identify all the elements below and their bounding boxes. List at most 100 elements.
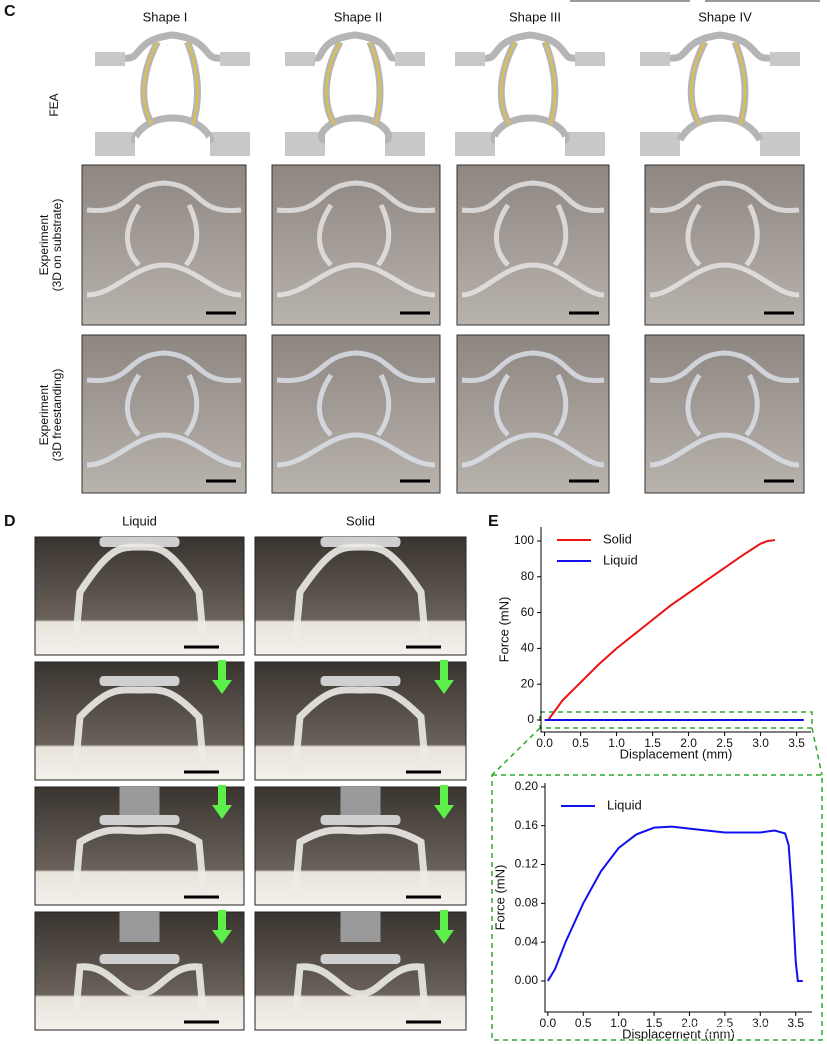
indenter — [320, 676, 401, 686]
x-tick-label: 0.0 — [539, 1016, 556, 1030]
fea-pad — [395, 52, 425, 66]
x-tick-label: 1.5 — [646, 1016, 663, 1030]
photo-structure — [86, 180, 242, 298]
photo-structure — [461, 350, 605, 468]
line — [547, 539, 776, 721]
arrow — [212, 910, 232, 944]
sample — [291, 686, 430, 773]
y-tick-label: 20 — [521, 676, 535, 690]
fea-ribbon — [484, 31, 576, 144]
arrow — [212, 785, 232, 819]
photo — [81, 334, 247, 494]
y-axis-label: Force (mN) — [492, 865, 507, 931]
fea-ribbon — [669, 31, 771, 142]
row-label: (3D freestanding) — [50, 369, 64, 462]
column-title: Liquid — [122, 513, 157, 528]
x-tick-label: 3.5 — [788, 736, 805, 750]
sample — [291, 543, 430, 648]
y-tick-label: 0 — [527, 712, 534, 726]
column-title: Shape III — [509, 9, 561, 24]
sample — [71, 543, 208, 648]
fea-wire — [500, 41, 556, 126]
sample — [291, 963, 430, 1023]
photo — [254, 536, 467, 656]
x-tick-label: 2.0 — [681, 1016, 698, 1030]
fea-wire — [325, 41, 381, 126]
photo — [271, 334, 441, 494]
y-tick-label: 60 — [521, 605, 535, 619]
fea-pad — [455, 52, 485, 66]
row-label: Experiment — [37, 384, 51, 445]
fea-pad — [95, 132, 135, 156]
photo-structure — [461, 180, 605, 298]
column-title: Solid — [346, 513, 375, 528]
axis — [540, 527, 811, 733]
photo-structure — [276, 350, 436, 468]
x-tick-label: 1.0 — [608, 736, 625, 750]
x-tick-label: 0.5 — [572, 736, 589, 750]
fea-pad — [760, 132, 800, 156]
photo — [644, 334, 805, 494]
line — [546, 825, 803, 982]
column-title: Shape I — [143, 9, 188, 24]
y-tick-label: 40 — [521, 641, 535, 655]
fea-pad — [455, 132, 495, 156]
sample — [71, 686, 208, 773]
indenter — [99, 676, 180, 686]
indenter-rod — [340, 912, 381, 942]
photo-structure — [86, 350, 242, 468]
fea-pad — [575, 52, 605, 66]
watermark: 知乎@博士六二三 — [674, 1021, 786, 1037]
fea-pad — [95, 52, 125, 66]
indenter-rod — [119, 787, 160, 817]
x-tick-label: 0.0 — [536, 736, 553, 750]
fea-pad — [565, 132, 605, 156]
panel-label: C — [4, 3, 16, 20]
indenter — [99, 815, 180, 825]
indenter — [99, 537, 180, 547]
fea-pad — [640, 132, 680, 156]
y-tick-label: 0.00 — [515, 973, 539, 987]
x-tick-label: 2.0 — [680, 736, 697, 750]
arrow — [434, 785, 454, 819]
y-tick-label: 0.12 — [515, 857, 539, 871]
x-axis-label: Displacement (mm) — [620, 746, 733, 761]
photo-structure — [649, 180, 800, 298]
fea-pad — [770, 52, 800, 66]
indenter — [99, 954, 180, 964]
indenter — [320, 954, 401, 964]
y-axis-label: Force (mN) — [496, 597, 511, 663]
row-label: Experiment — [37, 214, 51, 275]
x-tick-label: 1.5 — [644, 736, 661, 750]
y-tick-label: 80 — [521, 569, 535, 583]
fea-wire — [142, 41, 199, 126]
indenter-rod — [119, 912, 160, 942]
y-tick-label: 0.08 — [515, 895, 539, 909]
row-label: FEA — [47, 93, 61, 116]
y-tick-label: 0.04 — [515, 934, 539, 948]
x-tick-label: 1.0 — [610, 1016, 627, 1030]
legend-label: Solid — [603, 531, 632, 546]
y-tick-label: 0.20 — [515, 779, 539, 793]
photo — [271, 164, 441, 326]
photo — [456, 334, 610, 494]
sample — [71, 963, 208, 1023]
indenter-rod — [340, 787, 381, 817]
photo — [456, 164, 610, 326]
arrow — [212, 660, 232, 694]
panel-label: D — [4, 513, 16, 530]
photo-structure — [276, 180, 436, 298]
fea-pad — [220, 52, 250, 66]
fea-ribbon — [124, 31, 221, 144]
photo — [644, 164, 805, 326]
fea-pad — [210, 132, 250, 156]
arrow — [434, 660, 454, 694]
x-tick-label: 3.0 — [752, 736, 769, 750]
row-label: (3D on substrate) — [50, 199, 64, 292]
fea-pad — [285, 52, 315, 66]
x-axis-label: Displacement (mm) — [622, 1026, 735, 1041]
photo — [34, 536, 245, 656]
axis — [544, 783, 812, 1013]
indenter — [320, 815, 401, 825]
